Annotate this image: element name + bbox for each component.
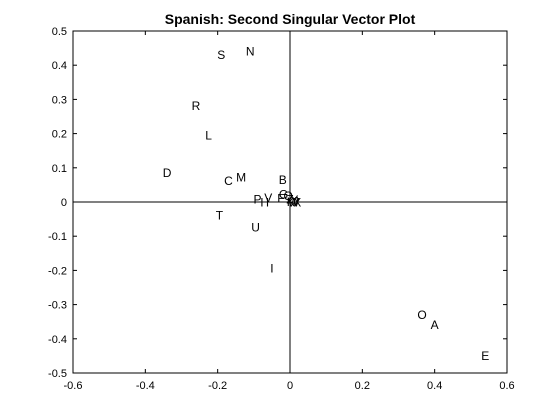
- point-label: H: [260, 196, 269, 210]
- y-tick-label: 0: [61, 197, 67, 209]
- point-label: W: [288, 196, 300, 210]
- point-label: Z: [286, 192, 293, 206]
- point-label: P: [253, 192, 261, 206]
- point-label: R: [192, 99, 201, 113]
- x-tick-label: 0: [287, 380, 293, 392]
- y-tick-label: 0.3: [52, 94, 67, 106]
- point-label: L: [205, 128, 212, 142]
- point-label: D: [163, 166, 172, 180]
- point-label: J: [293, 194, 299, 208]
- x-tick-label: 0.4: [427, 380, 442, 392]
- x-tick-label: -0.4: [136, 380, 155, 392]
- y-tick-label: -0.1: [48, 231, 67, 243]
- point-label: Y: [290, 193, 298, 207]
- point-label: V: [264, 191, 272, 205]
- point-label: B: [279, 173, 287, 187]
- x-tick-label: 0.2: [355, 380, 370, 392]
- point-label: F: [277, 192, 284, 206]
- point-label: X: [293, 196, 301, 210]
- y-tick-label: -0.2: [48, 265, 67, 277]
- point-label: E: [481, 349, 489, 363]
- y-tick-label: -0.3: [48, 300, 67, 312]
- point-label: K: [287, 195, 295, 209]
- point-label: N: [246, 45, 255, 59]
- point-label: S: [217, 48, 225, 62]
- chart-title: Spanish: Second Singular Vector Plot: [165, 11, 416, 27]
- y-tick-label: 0.4: [52, 60, 67, 72]
- x-tick-label: 0.6: [499, 380, 514, 392]
- x-tick-label: -0.6: [64, 380, 83, 392]
- point-label: U: [251, 221, 260, 235]
- y-tick-label: 0.5: [52, 26, 67, 38]
- point-label: M: [236, 170, 246, 184]
- point-label: Q: [284, 189, 293, 203]
- point-label: O: [417, 308, 426, 322]
- x-tick-label: -0.2: [208, 380, 227, 392]
- y-tick-label: 0.1: [52, 163, 67, 175]
- y-tick-label: -0.4: [48, 334, 67, 346]
- point-label: G: [279, 187, 288, 201]
- y-tick-label: 0.2: [52, 129, 67, 141]
- point-label: C: [224, 174, 233, 188]
- axes-group: -0.6 -0.4 -0.2 0 0.2 0.4 0.6 -0.5 -0.4 -0.3 -0.2 -0…: [48, 26, 515, 392]
- point-label: I: [270, 262, 273, 276]
- point-label: T: [216, 209, 224, 223]
- point-label: A: [431, 318, 439, 332]
- y-tick-label: -0.5: [48, 368, 67, 380]
